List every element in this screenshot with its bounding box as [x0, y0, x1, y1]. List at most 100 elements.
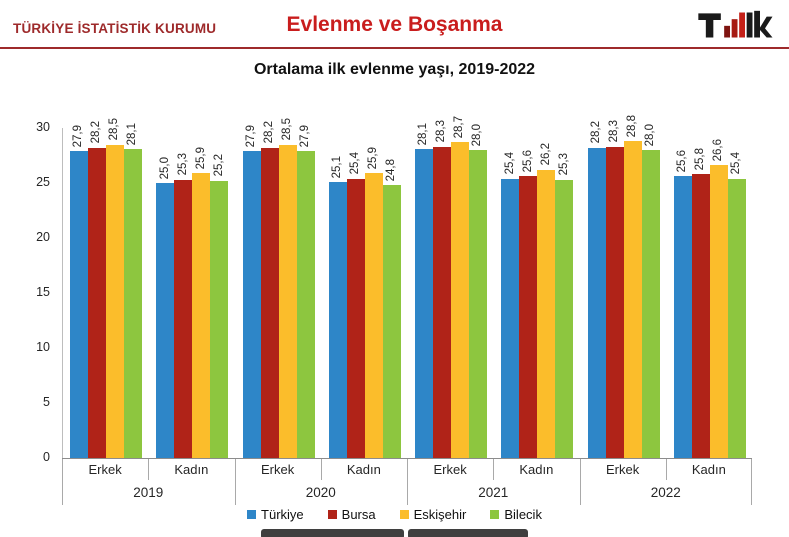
- bar-unit: 26,2: [537, 128, 556, 458]
- gender-subgroup: 27,9 28,2 28,5 27,9: [236, 118, 322, 458]
- x-axis-year-row: 2019 2020 2021 2022: [62, 480, 752, 505]
- footer-bar-right: [408, 529, 528, 537]
- tuik-logo-icon: [698, 10, 773, 38]
- plot-area: 27,9 28,2 28,5 28,1 25,0 25,3 25,9 25,2 27,9 28,2…: [62, 115, 753, 458]
- header-divider: [0, 47, 789, 49]
- bar-Eskişehir: [537, 169, 556, 458]
- gender-separator-line: [148, 459, 150, 480]
- gender-subgroup: 28,1 28,3 28,7 28,0: [408, 116, 494, 458]
- bar-unit: 25,9: [192, 128, 211, 458]
- bar-value-label: 27,9: [72, 124, 85, 148]
- gender-label: Kadın: [691, 462, 726, 477]
- bar-value-label: 26,6: [712, 139, 725, 162]
- org-title: TÜRKİYE İSTATİSTİK KURUMU: [13, 21, 217, 36]
- gender-separator-line: [320, 459, 322, 480]
- year-group: 28,1 28,3 28,7 28,0 25,4 25,6 26,2 25,3: [408, 116, 581, 458]
- bar-value-label: 28,2: [262, 121, 275, 144]
- bar-value-label: 26,2: [539, 143, 552, 166]
- bar-Bursa: [605, 146, 624, 458]
- bar-unit: 27,9: [70, 124, 89, 458]
- bar-value-label: 28,5: [280, 118, 293, 141]
- bar-unit: 25,4: [346, 128, 365, 458]
- y-tick-label: 0: [43, 450, 50, 464]
- bar-Bilecik: [210, 180, 229, 458]
- bar-Türkiye: [70, 151, 89, 458]
- bar-Eskişehir: [278, 144, 297, 458]
- bar-Bursa: [174, 179, 193, 458]
- bar-unit: 27,9: [242, 124, 261, 458]
- year-separator-line: [407, 459, 408, 505]
- gender-subgroup: 25,1 25,4 25,9 24,8: [322, 128, 408, 458]
- bar-value-label: 25,1: [331, 155, 344, 178]
- bar-value-label: 28,7: [453, 115, 466, 139]
- gender-label: Erkek: [88, 462, 122, 477]
- gender-separator-line: [493, 459, 495, 480]
- page-title: Evlenme ve Boşanma: [286, 13, 503, 36]
- year-separator-line: [579, 459, 581, 505]
- bar-unit: 28,0: [469, 124, 488, 458]
- gender-subgroup: 25,6 25,8 26,6 25,4: [667, 128, 753, 458]
- bar-unit: 28,2: [587, 121, 606, 458]
- gender-label: Kadın: [174, 462, 209, 477]
- gender-subgroup: 25,0 25,3 25,9 25,2: [149, 128, 235, 458]
- bar-value-label: 27,9: [298, 124, 311, 148]
- bar-unit: 28,7: [451, 116, 470, 458]
- legend-item: Bursa: [327, 507, 376, 522]
- gender-label: Erkek: [261, 462, 295, 477]
- legend-swatch-icon: [399, 510, 409, 519]
- bar-unit: 28,3: [433, 120, 452, 458]
- bar-value-label: 25,9: [367, 146, 380, 170]
- gender-label: Erkek: [433, 462, 467, 477]
- x-axis-gender-row: Erkek Kadın Erkek Kadın Erkek Kadın Erkek Kadın: [62, 459, 752, 480]
- year-group: 27,9 28,2 28,5 28,1 25,0 25,3 25,9 25,2: [63, 118, 236, 458]
- bar-value-label: 24,8: [385, 158, 398, 182]
- bar-unit: 28,5: [106, 118, 125, 458]
- bar-Bursa: [260, 147, 279, 458]
- year-separator-line: [234, 459, 236, 505]
- gender-separator-line: [665, 459, 667, 480]
- bar-value-label: 28,2: [90, 121, 103, 144]
- bar-unit: 25,3: [555, 128, 574, 458]
- bar-Bilecik: [641, 150, 660, 458]
- bar-value-label: 28,3: [435, 120, 448, 143]
- bar-Türkiye: [501, 178, 520, 458]
- bar-unit: 25,9: [364, 128, 383, 458]
- y-tick-label: 15: [36, 285, 50, 299]
- legend-label: Türkiye: [261, 507, 304, 522]
- chart-title: Ortalama ilk evlenme yaşı, 2019-2022: [253, 61, 536, 78]
- bar-value-label: 25,6: [521, 150, 534, 173]
- y-tick-label: 25: [36, 175, 50, 189]
- bar-value-label: 27,9: [244, 124, 257, 148]
- bar-Eskişehir: [364, 173, 383, 458]
- bar-unit: 25,4: [501, 128, 520, 458]
- bar-value-label: 28,5: [108, 118, 121, 141]
- bar-unit: 25,4: [727, 128, 746, 458]
- legend: Türkiye Bursa Eskişehir Bilecik: [0, 507, 789, 522]
- bar-value-label: 28,0: [471, 123, 484, 146]
- bar-value-label: 28,0: [643, 123, 656, 146]
- bar-unit: 27,9: [296, 124, 315, 458]
- bar-Bursa: [691, 174, 710, 458]
- bar-Bilecik: [382, 185, 401, 458]
- gender-label: Kadın: [346, 462, 381, 477]
- bar-value-label: 28,3: [607, 120, 620, 143]
- bar-Eskişehir: [709, 165, 728, 458]
- bar-unit: 25,3: [174, 128, 193, 458]
- bar-unit: 26,6: [709, 128, 728, 458]
- y-tick-label: 30: [36, 120, 50, 134]
- bar-unit: 28,2: [260, 121, 279, 458]
- legend-label: Bilecik: [504, 507, 542, 522]
- bar-value-label: 25,4: [730, 152, 743, 175]
- bar-Türkiye: [156, 183, 175, 458]
- bar-unit: 28,0: [641, 124, 660, 458]
- gender-subgroup: 27,9 28,2 28,5 28,1: [63, 118, 149, 458]
- bar-Türkiye: [587, 147, 606, 458]
- bar-unit: 25,0: [156, 128, 175, 458]
- gender-subgroup: 28,2 28,3 28,8 28,0: [581, 115, 667, 458]
- year-label: 2020: [305, 485, 336, 500]
- x-axis: Erkek Kadın Erkek Kadın Erkek Kadın Erkek Kadın…: [62, 458, 752, 505]
- bar-unit: 25,6: [519, 128, 538, 458]
- bar-Türkiye: [242, 151, 261, 458]
- bar-value-label: 25,9: [194, 146, 207, 170]
